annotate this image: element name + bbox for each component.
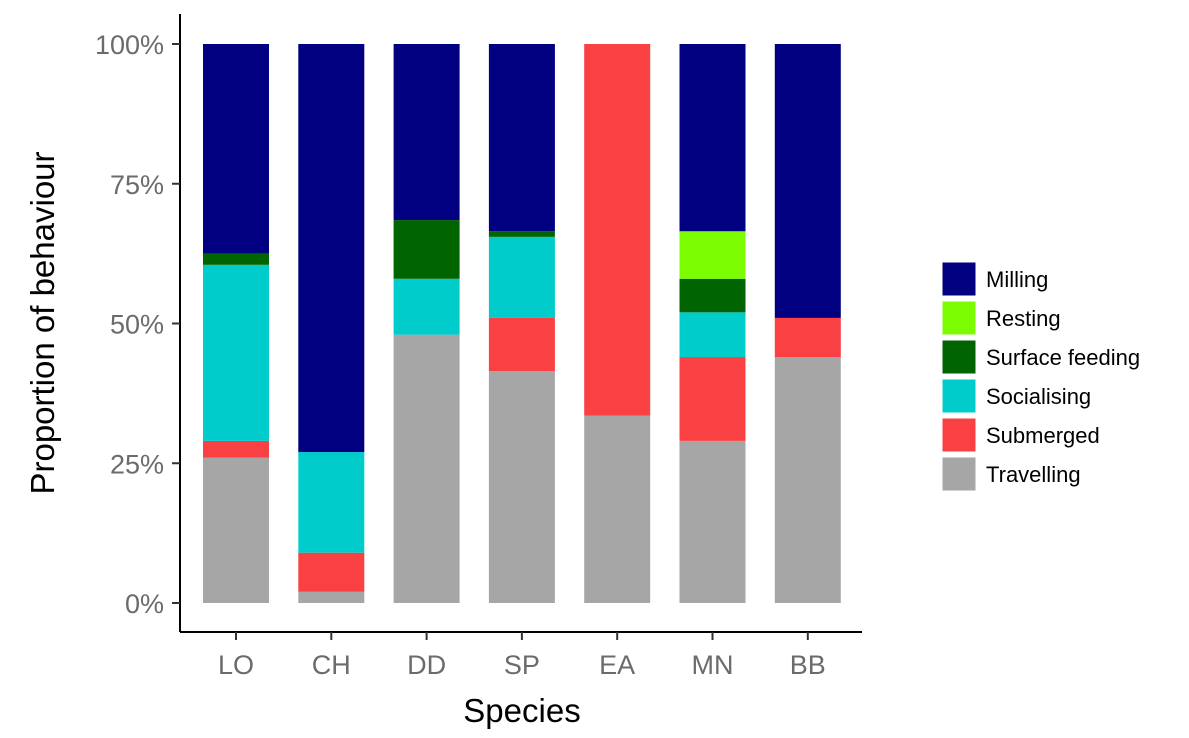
bar-bb-travelling bbox=[774, 357, 841, 603]
legend-label-surface-feeding: Surface feeding bbox=[986, 345, 1140, 370]
bar-dd-surface-feeding bbox=[393, 220, 460, 279]
bar-sp-travelling bbox=[488, 371, 555, 603]
bar-mn-resting bbox=[679, 231, 746, 279]
bar-bb-submerged bbox=[774, 317, 841, 358]
plot-area bbox=[203, 44, 841, 603]
bar-lo-submerged bbox=[203, 440, 269, 458]
bar-mn-milling bbox=[679, 44, 746, 232]
legend-key-socialising bbox=[941, 378, 977, 414]
bar-ch-milling bbox=[298, 44, 365, 453]
bar-sp-milling bbox=[488, 44, 555, 232]
legend-key-submerged bbox=[941, 417, 977, 453]
legend: Milling Resting Surface feeding Socialising… bbox=[941, 261, 1140, 492]
x-tick-label: SP bbox=[504, 650, 540, 680]
bar-mn-travelling bbox=[679, 440, 746, 603]
y-tick-label: 100% bbox=[95, 30, 164, 60]
bar-lo-travelling bbox=[203, 457, 269, 603]
x-ticks: LO CH DD SP EA MN BB bbox=[218, 632, 826, 680]
x-tick-label: EA bbox=[599, 650, 635, 680]
x-axis-title: Species bbox=[463, 692, 580, 729]
x-tick-label: DD bbox=[407, 650, 446, 680]
y-tick-label: 0% bbox=[125, 589, 164, 619]
legend-key-travelling bbox=[941, 456, 977, 492]
bar-mn-socialising bbox=[679, 312, 746, 358]
bar-lo-socialising bbox=[203, 264, 269, 441]
legend-label-milling: Milling bbox=[986, 267, 1048, 292]
legend-key-surface-feeding bbox=[941, 339, 977, 375]
legend-key-resting bbox=[941, 300, 977, 336]
bar-bb-milling bbox=[774, 44, 841, 318]
bar-sp-socialising bbox=[488, 236, 555, 318]
legend-label-socialising: Socialising bbox=[986, 384, 1091, 409]
bar-sp-surface-feeding bbox=[488, 231, 555, 237]
bar-dd-travelling bbox=[393, 334, 460, 603]
legend-label-submerged: Submerged bbox=[986, 423, 1100, 448]
bar-lo-surface-feeding bbox=[203, 253, 269, 265]
bar-ea-travelling bbox=[584, 415, 651, 603]
bar-sp-submerged bbox=[488, 317, 555, 372]
y-ticks: 0% 25% 50% 75% 100% bbox=[95, 30, 180, 619]
y-axis-title: Proportion of behaviour bbox=[24, 151, 61, 494]
bar-dd-socialising bbox=[393, 278, 460, 335]
legend-label-resting: Resting bbox=[986, 306, 1061, 331]
x-tick-label: MN bbox=[692, 650, 734, 680]
x-tick-label: BB bbox=[790, 650, 826, 680]
bar-mn-surface-feeding bbox=[679, 278, 746, 313]
y-tick-label: 25% bbox=[110, 449, 164, 479]
y-tick-label: 50% bbox=[110, 310, 164, 340]
bar-ea-submerged bbox=[584, 44, 651, 416]
y-tick-label: 75% bbox=[110, 170, 164, 200]
bar-ch-submerged bbox=[298, 552, 365, 592]
x-tick-label: LO bbox=[218, 650, 254, 680]
legend-key-milling bbox=[941, 261, 977, 297]
bar-ch-travelling bbox=[298, 591, 365, 603]
bar-mn-submerged bbox=[679, 357, 746, 441]
bar-dd-milling bbox=[393, 44, 460, 221]
bar-lo-milling bbox=[203, 44, 269, 254]
bar-ch-socialising bbox=[298, 452, 365, 553]
legend-label-travelling: Travelling bbox=[986, 462, 1081, 487]
x-tick-label: CH bbox=[312, 650, 351, 680]
